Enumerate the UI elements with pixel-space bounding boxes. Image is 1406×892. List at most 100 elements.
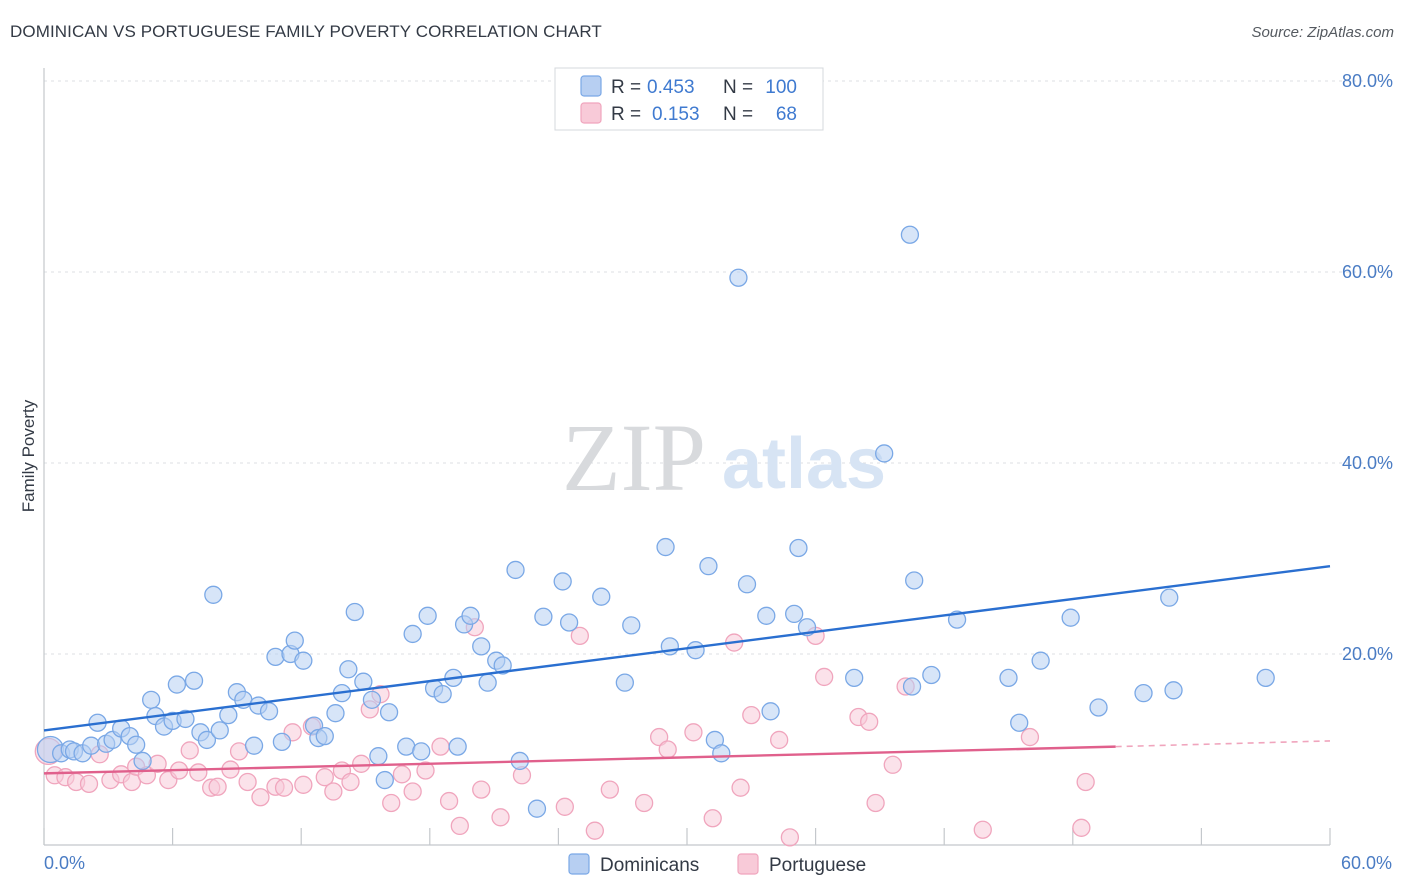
- point-dominicans-83: [845, 668, 864, 688]
- point-portuguese-40: [450, 816, 469, 836]
- point-dominicans-21: [197, 730, 217, 750]
- point-dominicans-38: [326, 704, 345, 723]
- point-portuguese-60: [815, 667, 834, 687]
- point-portuguese-58: [780, 828, 800, 847]
- point-dominicans-61: [506, 560, 525, 580]
- point-portuguese-31: [352, 754, 371, 773]
- x-tick-marks: [43, 828, 1331, 845]
- point-dominicans-40: [339, 660, 358, 679]
- point-portuguese-38: [431, 737, 450, 756]
- point-portuguese-46: [570, 626, 589, 646]
- point-portuguese-37: [416, 761, 435, 780]
- point-portuguese-14: [180, 741, 199, 760]
- point-dominicans-19: [184, 671, 204, 690]
- point-portuguese-30: [341, 772, 360, 792]
- point-dominicans-80: [785, 604, 804, 624]
- legend-swatch-dominicans: [580, 75, 602, 97]
- point-portuguese-25: [294, 775, 313, 794]
- point-dominicans-54: [448, 737, 467, 756]
- gridlines: [44, 80, 1392, 655]
- point-dominicans-90: [999, 668, 1018, 688]
- point-dominicans-66: [559, 613, 579, 632]
- point-dominicans-11: [127, 735, 146, 754]
- point-portuguese-62: [860, 712, 879, 731]
- bottom-legend-swatch-dominicans: [568, 853, 590, 875]
- point-portuguese-69: [973, 820, 992, 839]
- point-dominicans-85: [900, 225, 920, 244]
- point-dominicans-27: [244, 736, 264, 755]
- legend-n-value-dominicans: 100: [765, 77, 797, 98]
- point-dominicans-24: [219, 705, 238, 725]
- point-dominicans-31: [272, 732, 292, 752]
- point-dominicans-18: [176, 709, 195, 729]
- point-dominicans-75: [712, 744, 731, 763]
- point-portuguese-34: [382, 793, 401, 813]
- legend-r-label-portuguese: R =: [611, 104, 641, 125]
- y-tick-label-20: 20.0%: [1342, 644, 1393, 664]
- point-portuguese-49: [634, 793, 654, 813]
- point-dominicans-60: [493, 656, 512, 675]
- legend-n-label-portuguese: N =: [723, 104, 753, 125]
- point-dominicans-45: [375, 770, 394, 790]
- bottom-legend-label-dominicans: Dominicans: [600, 855, 699, 876]
- watermark-zip: ZIP: [562, 404, 706, 511]
- point-dominicans-13: [142, 690, 161, 709]
- point-portuguese-39: [439, 791, 459, 811]
- point-portuguese-64: [883, 755, 902, 774]
- point-portuguese-55: [731, 778, 750, 797]
- point-dominicans-44: [369, 747, 388, 766]
- point-dominicans-49: [412, 742, 431, 761]
- series-legend: Dominicans Portuguese: [568, 853, 866, 876]
- point-dominicans-97: [1164, 681, 1183, 700]
- point-portuguese-68: [1076, 772, 1095, 792]
- point-dominicans-93: [1061, 608, 1080, 627]
- point-dominicans-33: [285, 631, 304, 650]
- point-portuguese-56: [742, 705, 761, 725]
- point-dominicans-5: [82, 736, 101, 755]
- point-dominicans-17: [167, 675, 187, 694]
- point-dominicans-88: [922, 665, 941, 685]
- point-dominicans-91: [1010, 713, 1029, 732]
- point-dominicans-84: [875, 444, 894, 463]
- point-portuguese-48: [600, 780, 619, 799]
- point-dominicans-46: [379, 703, 399, 722]
- point-portuguese-45: [555, 797, 574, 816]
- point-dominicans-86: [902, 677, 922, 696]
- point-dominicans-12: [133, 751, 152, 771]
- point-portuguese-17: [208, 777, 227, 796]
- point-portuguese-4: [79, 774, 99, 794]
- legend-swatch-portuguese: [580, 102, 602, 124]
- y-tick-label-60: 60.0%: [1342, 262, 1393, 282]
- point-dominicans-77: [737, 575, 757, 594]
- point-portuguese-51: [658, 740, 677, 759]
- trend-line-portuguese: [43, 745, 1116, 775]
- point-dominicans-63: [527, 799, 547, 818]
- source-credit: Source: ZipAtlas.com: [1251, 24, 1394, 41]
- point-dominicans-76: [729, 268, 748, 287]
- point-dominicans-22: [204, 585, 223, 604]
- point-dominicans-57: [472, 637, 491, 656]
- point-dominicans-79: [761, 702, 780, 721]
- trend-lines: [43, 564, 1331, 775]
- point-dominicans-73: [699, 556, 718, 576]
- y-tick-labels: 80.0% 60.0% 40.0% 20.0%: [1342, 71, 1393, 664]
- point-dominicans-87: [905, 571, 924, 590]
- point-portuguese-21: [251, 788, 270, 807]
- x-tick-label-max: 60.0%: [1341, 853, 1392, 873]
- point-portuguese-20: [238, 772, 257, 792]
- point-dominicans-68: [615, 673, 634, 692]
- y-tick-label-40: 40.0%: [1342, 453, 1393, 473]
- point-dominicans-96: [1160, 588, 1179, 607]
- point-portuguese-47: [585, 821, 604, 840]
- point-dominicans-70: [656, 537, 675, 557]
- watermark-atlas: atlas: [722, 424, 886, 504]
- point-portuguese-52: [684, 723, 703, 742]
- point-portuguese-28: [324, 782, 343, 801]
- legend-r-value-portuguese: 0.153: [652, 104, 700, 125]
- point-dominicans-67: [592, 587, 611, 606]
- point-dominicans-30: [266, 647, 285, 667]
- point-dominicans-98: [1256, 668, 1275, 688]
- point-dominicans-94: [1089, 698, 1108, 717]
- point-dominicans-64: [534, 607, 553, 626]
- point-dominicans-92: [1031, 651, 1050, 670]
